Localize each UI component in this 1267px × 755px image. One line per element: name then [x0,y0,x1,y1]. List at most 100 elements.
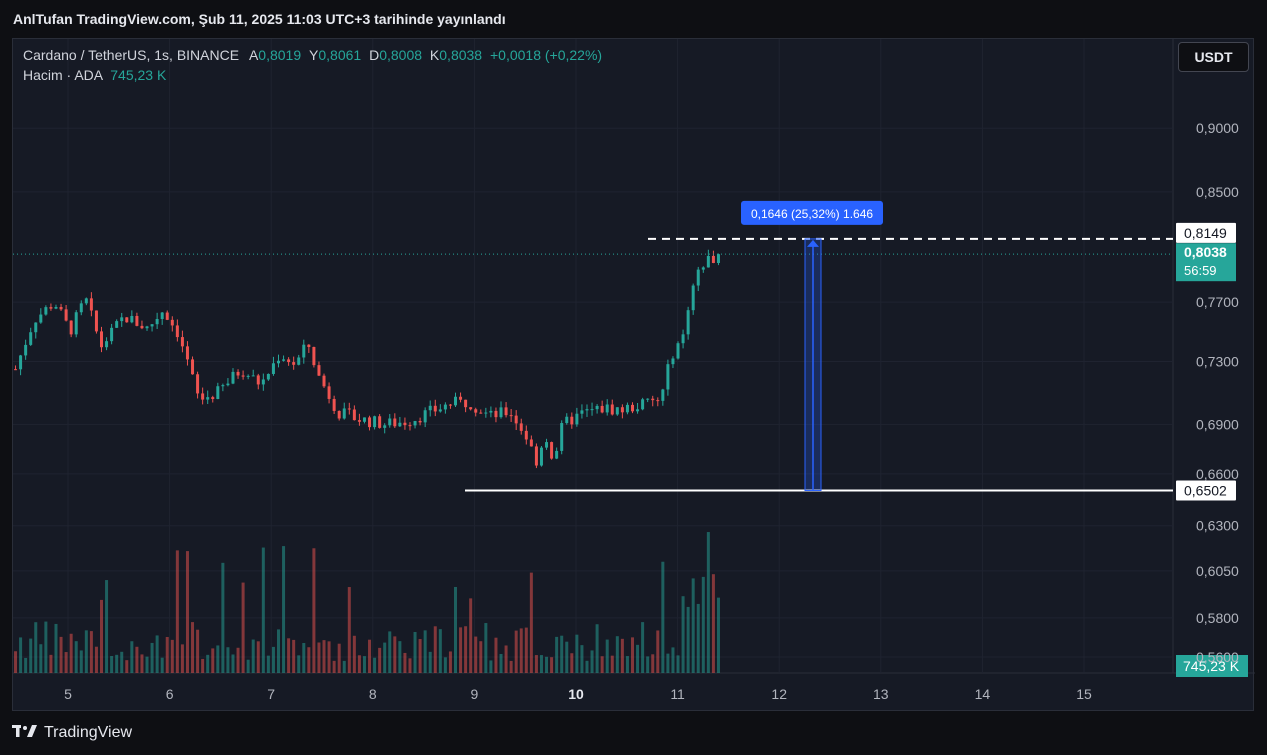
chart-panel[interactable]: 0,1646 (25,32%) 1.646 0,8149 0,6502 0,8038 5… [12,38,1255,712]
volume-bar [570,653,574,673]
volume-axis-box [1176,655,1248,677]
price-axis[interactable]: 0,9000 0,8500 0,7700 0,7300 0,6900 0,6600 0,63… [1196,120,1239,665]
high-price-label-box [1176,222,1236,243]
candle-body [656,400,660,402]
candle-body [469,407,473,410]
candle-body [706,255,710,268]
candle-body [24,344,28,356]
volume-bar [165,636,169,673]
volume-bar [175,550,179,673]
volume-bar [362,656,366,673]
candle-body [418,420,422,423]
volume-bar [691,578,695,673]
volume-bar [595,624,599,673]
volume-bar [125,660,129,673]
footer-brand[interactable]: TradingView [12,720,132,746]
currency-button[interactable]: USDT [1178,42,1249,72]
candle-body [110,327,114,342]
candle-body [352,409,356,421]
volume-bar [474,636,478,673]
volume-bar [292,639,296,673]
candle-body [661,389,665,401]
candle-body [266,373,270,380]
volume-bar [575,634,579,673]
candle-body [646,398,650,400]
volume-bar [115,654,119,673]
price-tick-label: 0,6050 [1196,563,1239,579]
volume-bar [529,572,533,673]
candle-body [691,285,695,311]
candle-body [575,413,579,425]
volume-value: 745,23 K [110,67,167,83]
candle-body [94,310,98,332]
volume-label[interactable]: Hacim · ADA [23,67,103,83]
volume-bar [433,626,437,673]
candle-body [145,326,149,329]
volume-bar [681,596,685,673]
candle-body [580,410,584,414]
candle-body [44,307,48,315]
candle-body [570,416,574,425]
low-price-label: 0,6502 [1184,483,1227,499]
volume-bar [524,627,528,673]
high-label: Y [309,47,319,63]
volume-bar [438,629,442,673]
candle-body [373,416,377,428]
candle-body [277,360,280,364]
candle-body [499,407,503,418]
candle-body [69,320,73,335]
candle-body [408,425,412,427]
footer-brand-text: TradingView [44,724,133,741]
candle-body [378,416,382,428]
volume-bar [555,636,559,673]
volume-bar [251,639,255,673]
volume-bar [701,576,705,673]
candle-body [716,254,720,263]
close-value: 0,8038 [439,47,483,63]
high-value: 0,8061 [318,47,362,63]
symbol-title[interactable]: Cardano / TetherUS, 1s, BINANCE [23,47,240,63]
time-tick-label: 12 [771,686,787,702]
volume-bar [110,655,114,673]
candle-body [347,408,351,410]
volume-bar [550,657,554,673]
candle-body [636,409,640,412]
volume-bar [246,659,250,673]
candle-body [524,430,528,440]
volume-bar [79,650,83,673]
volume-bar [24,657,28,673]
volume-bar [327,641,331,673]
candle-body [307,344,311,347]
volume-bar [403,652,407,673]
volume-bar [221,562,225,673]
candle-body [231,371,235,384]
volume-bar [44,621,48,673]
candle-body [322,375,326,387]
volume-bar [443,657,447,673]
candle-body [565,416,569,424]
candle-body [100,331,103,348]
volume-bar [423,630,427,673]
volume-bar [504,645,508,673]
published-header: AnlTufan TradingView.com, Şub 11, 2025 1… [13,11,506,27]
candlestick-chart[interactable]: 0,1646 (25,32%) 1.646 0,8149 0,6502 0,8038 5… [13,39,1255,712]
measure-label-box [741,200,883,225]
volume-bar [539,655,543,673]
candle-body [504,407,508,416]
candle-body [631,404,634,412]
volume-bar [160,657,164,673]
candle-body [170,319,174,326]
volume-bar [408,658,412,673]
candle-body [211,397,215,399]
candle-body [342,408,346,419]
volume-bar [185,551,189,673]
volume-bar [357,655,361,673]
time-tick-label: 5 [64,686,72,702]
candle-body [620,407,624,413]
candle-body [120,317,124,322]
time-axis[interactable]: 5 6 7 8 9 10 11 12 13 14 15 [64,686,1092,702]
volume-bar [196,629,200,673]
volume-bar [271,646,275,673]
volume-bar [514,630,518,673]
volume-bar [620,638,624,673]
